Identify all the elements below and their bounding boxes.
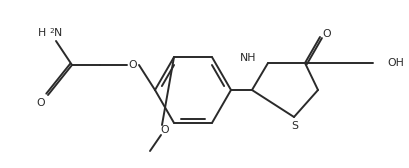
Text: OH: OH xyxy=(386,58,403,68)
Text: N: N xyxy=(54,28,62,38)
Text: S: S xyxy=(291,121,298,131)
Text: O: O xyxy=(128,60,137,70)
Text: O: O xyxy=(160,125,169,135)
Text: H: H xyxy=(38,28,46,38)
Text: 2: 2 xyxy=(49,28,54,34)
Text: NH: NH xyxy=(239,53,255,63)
Text: O: O xyxy=(322,29,330,39)
Text: O: O xyxy=(36,98,45,108)
